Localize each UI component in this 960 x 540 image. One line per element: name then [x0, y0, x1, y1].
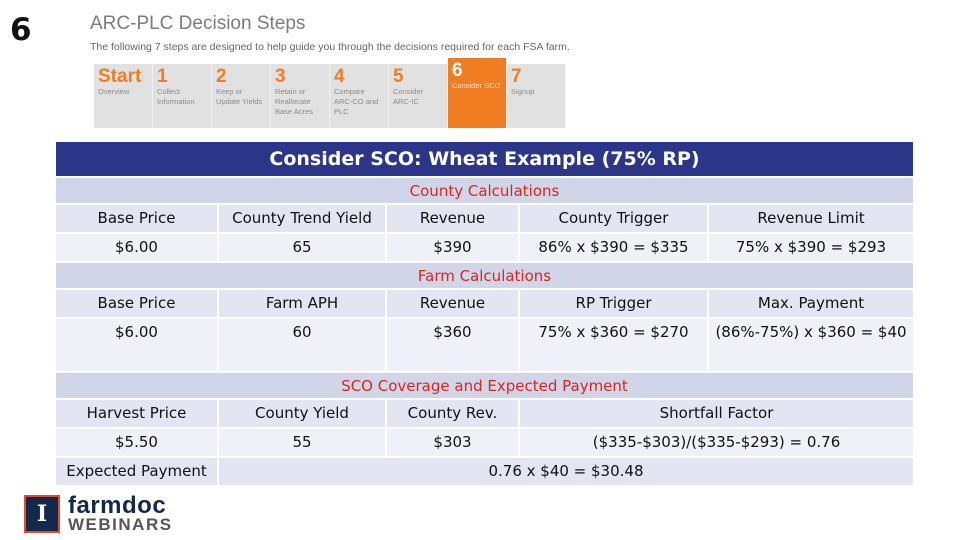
header-subtitle: The following 7 steps are designed to he…	[90, 41, 570, 53]
logo-line2: WEBINARS	[68, 515, 173, 534]
header-cell: Revenue	[387, 290, 520, 317]
step-2[interactable]: 2 Keep or Update Yields	[212, 64, 271, 128]
step-5[interactable]: 5 Consider ARC-IC	[389, 64, 448, 128]
header-cell: County Rev.	[387, 400, 520, 427]
logo-wordmark: farmdoc WEBINARS	[68, 492, 173, 534]
header-title: ARC-PLC Decision Steps	[90, 13, 306, 34]
header-cell: Max. Payment	[757, 294, 865, 312]
table-row: Harvest Price County Yield County Rev. S…	[56, 398, 913, 427]
value-cell: 55	[219, 429, 387, 456]
step-number: Start	[98, 66, 142, 87]
header-cell: County Yield	[219, 400, 387, 427]
header-cell: Revenue	[387, 205, 520, 232]
header-cell: RP Trigger	[520, 290, 709, 317]
step-1[interactable]: 1 Collect Information	[153, 64, 212, 128]
step-label: Consider ARC-IC	[393, 87, 424, 106]
value-cell: $5.50	[56, 429, 219, 456]
illinois-block-i-icon: I	[24, 494, 60, 533]
table-row: Base Price County Trend Yield Revenue Co…	[56, 203, 913, 232]
value-cell: 60	[219, 319, 387, 371]
table-row: $6.00 60 $360 75% x $360 = $270 (86%-75%…	[56, 317, 913, 371]
expected-payment-value: 0.76 x $40 = $30.48	[488, 462, 644, 480]
step-label: Collect Information	[157, 87, 195, 106]
slide-number: 6	[10, 12, 32, 48]
step-label: Consider SCO	[452, 81, 501, 90]
step-number: 4	[334, 66, 345, 87]
expected-payment-label: Expected Payment	[56, 458, 219, 485]
header-cell: Farm APH	[219, 290, 387, 317]
value-cell: (86%-75%) x $360 = $40	[715, 323, 907, 341]
step-number: 6	[452, 60, 463, 81]
logo-badge-letter: I	[36, 500, 48, 527]
table-row: Expected Payment 0.76 x $40 = $30.48	[56, 456, 913, 485]
decision-steps-bar: Start Overview 1 Collect Information 2 K…	[94, 58, 566, 128]
step-number: 3	[275, 66, 286, 87]
step-number: 2	[216, 66, 227, 87]
value-cell: 75% x $360 = $270	[520, 319, 709, 371]
step-number: 5	[393, 66, 404, 87]
step-label: Keep or Update Yields	[216, 87, 263, 106]
step-label: Compare ARC-CO and PLC	[334, 87, 379, 116]
section-sco-coverage: SCO Coverage and Expected Payment	[56, 371, 913, 398]
step-number: 1	[157, 66, 168, 87]
step-label: Signup	[511, 87, 535, 96]
step-6-active[interactable]: 6 Consider SCO	[448, 58, 507, 128]
step-3[interactable]: 3 Retain or Reallocate Base Acres	[271, 64, 330, 128]
value-cell: 75% x $390 = $293	[735, 238, 887, 256]
value-cell: $303	[387, 429, 520, 456]
farmdoc-logo: I farmdoc WEBINARS	[24, 494, 173, 533]
section-farm-calculations: Farm Calculations	[56, 261, 913, 288]
step-start[interactable]: Start Overview	[94, 64, 153, 128]
logo-line1: farmdoc	[68, 492, 167, 519]
section-county-calculations: County Calculations	[56, 176, 913, 203]
value-cell: 65	[219, 234, 387, 261]
header-cell: Harvest Price	[56, 400, 219, 427]
value-cell: 86% x $390 = $335	[520, 234, 709, 261]
table-row: $6.00 65 $390 86% x $390 = $335 75% x $3…	[56, 232, 913, 261]
header-cell: Shortfall Factor	[659, 404, 774, 422]
step-label: Retain or Reallocate Base Acres	[275, 87, 313, 116]
header-cell: County Trend Yield	[219, 205, 387, 232]
header-cell: County Trigger	[520, 205, 709, 232]
value-cell: ($335-$303)/($335-$293) = 0.76	[592, 433, 841, 451]
header-cell: Base Price	[56, 290, 219, 317]
step-7[interactable]: 7 Signup	[507, 64, 566, 128]
value-cell: $360	[387, 319, 520, 371]
step-4[interactable]: 4 Compare ARC-CO and PLC	[330, 64, 389, 128]
table-row: $5.50 55 $303 ($335-$303)/($335-$293) = …	[56, 427, 913, 456]
header-cell: Base Price	[56, 205, 219, 232]
step-number: 7	[511, 66, 522, 87]
table-title: Consider SCO: Wheat Example (75% RP)	[56, 142, 913, 176]
header-cell: Revenue Limit	[757, 209, 865, 227]
table-row: Base Price Farm APH Revenue RP Trigger M…	[56, 288, 913, 317]
sco-example-table: Consider SCO: Wheat Example (75% RP) Cou…	[56, 142, 913, 485]
step-label: Overview	[98, 87, 130, 96]
value-cell: $390	[387, 234, 520, 261]
value-cell: $6.00	[56, 319, 219, 371]
value-cell: $6.00	[56, 234, 219, 261]
